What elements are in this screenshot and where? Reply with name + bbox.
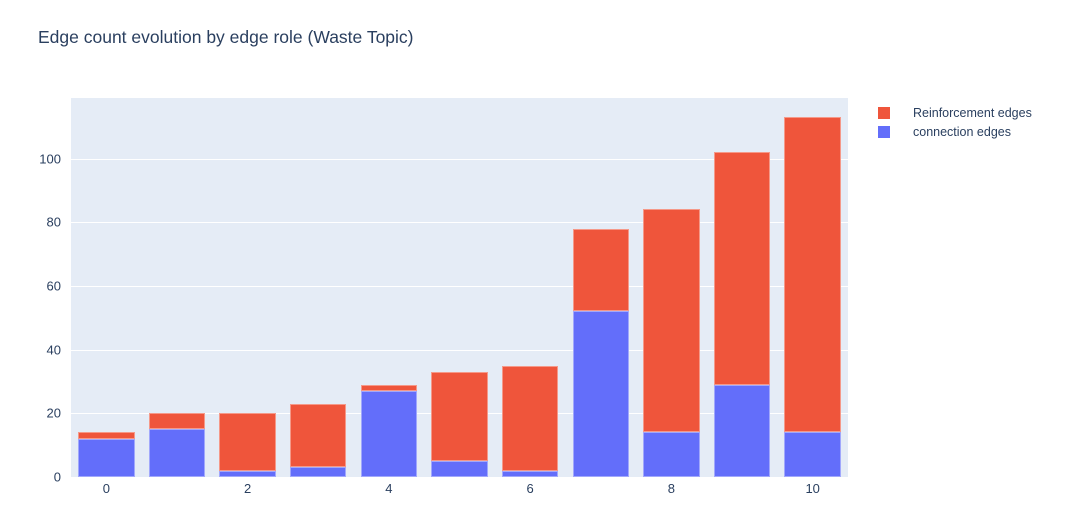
legend: Reinforcement edges connection edges: [878, 106, 1032, 144]
y-tick-label: 20: [46, 405, 61, 421]
y-tick-label: 40: [46, 342, 61, 358]
bar-segment-reinforcement[interactable]: [501, 365, 559, 471]
x-tick-label: 0: [102, 481, 110, 496]
bar-segment-reinforcement[interactable]: [360, 384, 418, 392]
bar-segment-connection[interactable]: [289, 467, 347, 477]
legend-item-connection-edges[interactable]: connection edges: [878, 125, 1032, 139]
x-axis: 0 2 4 6 8 10: [71, 481, 848, 501]
bar-segment-connection[interactable]: [501, 470, 559, 477]
legend-item-reinforcement-edges[interactable]: Reinforcement edges: [878, 106, 1032, 120]
x-tick-label: 6: [526, 481, 534, 496]
gridline: [71, 285, 848, 287]
bar-segment-connection[interactable]: [431, 461, 488, 477]
bar-segment-reinforcement[interactable]: [78, 432, 135, 439]
bar-segment-connection[interactable]: [643, 432, 700, 477]
y-tick-label: 80: [46, 214, 61, 230]
bar-segment-reinforcement[interactable]: [572, 228, 630, 312]
bar-segment-connection[interactable]: [572, 311, 630, 477]
gridline: [71, 349, 848, 351]
x-tick-label: 10: [805, 481, 820, 496]
legend-label-reinforcement: Reinforcement edges: [913, 106, 1032, 120]
y-tick-label: 100: [39, 151, 61, 166]
legend-swatch-connection: [878, 126, 890, 138]
x-tick-label: 2: [243, 481, 252, 496]
bar-segment-connection[interactable]: [78, 438, 135, 477]
bar-segment-connection[interactable]: [219, 470, 276, 477]
y-tick-label: 60: [46, 278, 61, 294]
bar-segment-reinforcement[interactable]: [784, 117, 841, 433]
bar-segment-connection[interactable]: [784, 432, 841, 477]
bar-segment-reinforcement[interactable]: [713, 152, 771, 385]
y-tick-label: 0: [53, 469, 61, 485]
gridline: [71, 158, 848, 160]
plot-area[interactable]: [71, 98, 848, 477]
chart-title: Edge count evolution by edge role (Waste…: [38, 27, 414, 47]
legend-label-connection: connection edges: [913, 125, 1011, 139]
bar-segment-reinforcement[interactable]: [289, 403, 347, 468]
bar-segment-reinforcement[interactable]: [431, 371, 488, 462]
bar-segment-reinforcement[interactable]: [148, 413, 206, 430]
y-axis: 0 20 40 60 80 100: [0, 98, 66, 485]
bar-segment-connection[interactable]: [360, 391, 418, 477]
legend-swatch-reinforcement: [878, 107, 890, 119]
bar-segment-connection[interactable]: [713, 384, 771, 477]
x-tick-label: 8: [667, 481, 676, 496]
bar-segment-connection[interactable]: [148, 429, 206, 477]
x-tick-label: 4: [385, 481, 393, 496]
gridline: [71, 222, 848, 224]
bar-segment-reinforcement[interactable]: [643, 209, 700, 433]
bar-segment-reinforcement[interactable]: [219, 413, 276, 471]
